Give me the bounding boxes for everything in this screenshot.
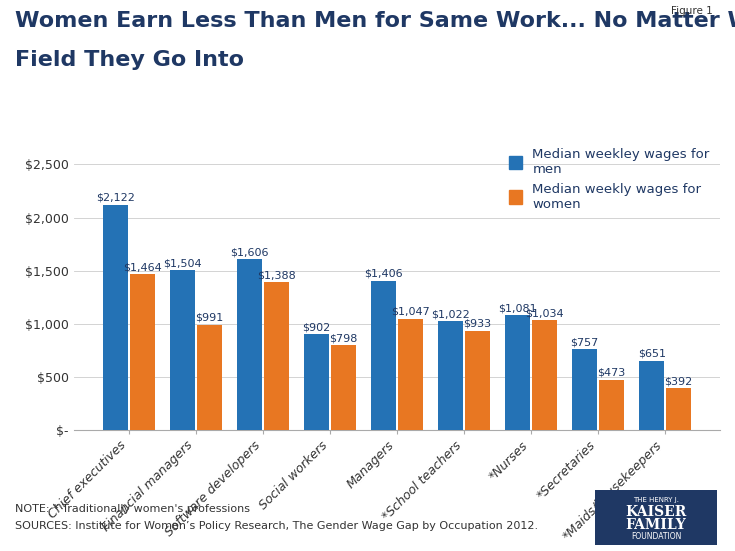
Text: $1,406: $1,406 [364, 269, 403, 279]
Bar [465, 331, 490, 430]
Bar [264, 283, 289, 430]
Bar [304, 334, 329, 430]
Bar [237, 260, 262, 430]
Text: $1,047: $1,047 [391, 307, 430, 317]
Text: $1,022: $1,022 [431, 310, 470, 320]
Bar [371, 280, 396, 430]
Bar [331, 345, 356, 430]
Bar [573, 349, 597, 430]
Text: Field They Go Into: Field They Go Into [15, 50, 244, 69]
Text: NOTE: * Traditionally women's professions: NOTE: * Traditionally women's profession… [15, 504, 250, 514]
Bar [666, 388, 691, 430]
Bar [505, 315, 530, 430]
Text: $1,464: $1,464 [123, 262, 162, 273]
Bar [599, 380, 624, 430]
Bar [170, 270, 195, 430]
Text: $2,122: $2,122 [96, 193, 135, 203]
Bar [639, 361, 664, 430]
Bar [438, 321, 463, 430]
Text: $651: $651 [638, 349, 666, 359]
Text: SOURCES: Institute for Women’s Policy Research, The Gender Wage Gap by Occupatio: SOURCES: Institute for Women’s Policy Re… [15, 521, 538, 531]
Text: $1,034: $1,034 [525, 308, 564, 318]
Text: $1,081: $1,081 [498, 303, 537, 313]
Bar [532, 320, 557, 430]
Text: $1,606: $1,606 [230, 247, 269, 257]
Text: $1,388: $1,388 [257, 271, 295, 280]
Text: $991: $991 [195, 313, 223, 323]
Text: $902: $902 [302, 322, 331, 332]
Text: $757: $757 [570, 338, 599, 348]
Bar [103, 204, 128, 430]
Text: KAISER: KAISER [625, 505, 686, 520]
Text: $392: $392 [664, 376, 692, 386]
Text: $473: $473 [598, 368, 625, 377]
Text: $933: $933 [463, 319, 492, 329]
Text: FAMILY: FAMILY [625, 517, 686, 532]
Bar [129, 274, 154, 430]
Bar [398, 318, 423, 430]
Bar [197, 325, 221, 430]
Text: $798: $798 [329, 333, 357, 343]
Text: $1,504: $1,504 [163, 258, 201, 268]
Text: THE HENRY J.: THE HENRY J. [633, 498, 679, 503]
Text: Figure 1: Figure 1 [671, 6, 713, 15]
Text: FOUNDATION: FOUNDATION [631, 532, 681, 541]
Text: Women Earn Less Than Men for Same Work... No Matter What: Women Earn Less Than Men for Same Work..… [15, 11, 735, 31]
Legend: Median weekley wages for
men, Median weekly wages for
women: Median weekley wages for men, Median wee… [505, 144, 714, 215]
